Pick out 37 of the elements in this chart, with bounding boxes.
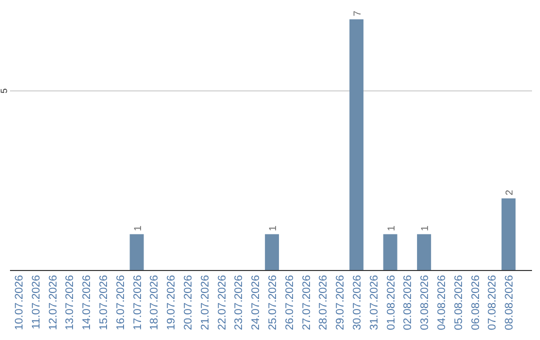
- x-tick-label: 28.07.2026: [318, 275, 330, 330]
- data-label: 7: [352, 10, 364, 16]
- x-tick-label: 07.08.2026: [486, 275, 499, 330]
- x-tick-label: 06.08.2026: [470, 275, 482, 330]
- x-tick-label: 21.07.2026: [199, 275, 212, 330]
- x-tick-label: 10.07.2026: [13, 275, 26, 330]
- data-label: 1: [420, 225, 432, 232]
- x-tick-label: 11.07.2026: [30, 275, 42, 330]
- x-tick-label: 20.07.2026: [182, 275, 194, 330]
- x-tick-label: 26.07.2026: [284, 275, 296, 330]
- x-tick-label: 05.08.2026: [452, 275, 465, 330]
- x-tick-label: 17.07.2026: [132, 275, 144, 330]
- x-tick-label: 19.07.2026: [166, 275, 178, 330]
- x-tick-label: 13.07.2026: [64, 275, 76, 330]
- x-tick-label: 31.07.2026: [368, 275, 380, 330]
- x-tick-label: 30.07.2026: [351, 275, 364, 330]
- x-tick-label: 18.07.2026: [148, 275, 161, 330]
- x-tick-label: 03.08.2026: [419, 275, 432, 330]
- data-label: 1: [268, 225, 279, 232]
- x-tick-label: 25.07.2026: [266, 275, 279, 330]
- data-label: 2: [504, 189, 516, 196]
- x-tick-label: 23.07.2026: [233, 275, 246, 330]
- x-tick-label: 04.08.2026: [436, 275, 448, 330]
- x-tick-label: 12.07.2026: [47, 275, 60, 330]
- x-tick-label: 02.08.2026: [402, 275, 414, 330]
- x-tick-label: 14.07.2026: [81, 275, 94, 330]
- x-tick-label: 16.07.2026: [114, 275, 127, 330]
- data-label: 1: [386, 225, 398, 232]
- x-tick-label: 15.07.2026: [98, 275, 110, 330]
- data-label: 1: [132, 225, 144, 232]
- ref-line-label: 5: [0, 88, 9, 94]
- x-tick-label: 22.07.2026: [216, 275, 228, 330]
- x-tick-label: 29.07.2026: [334, 275, 347, 330]
- x-tick-label: 24.07.2026: [250, 275, 262, 330]
- x-tick-label: 01.08.2026: [385, 275, 398, 330]
- x-tick-label: 08.08.2026: [504, 275, 516, 330]
- x-tick-label: 27.07.2026: [300, 275, 313, 330]
